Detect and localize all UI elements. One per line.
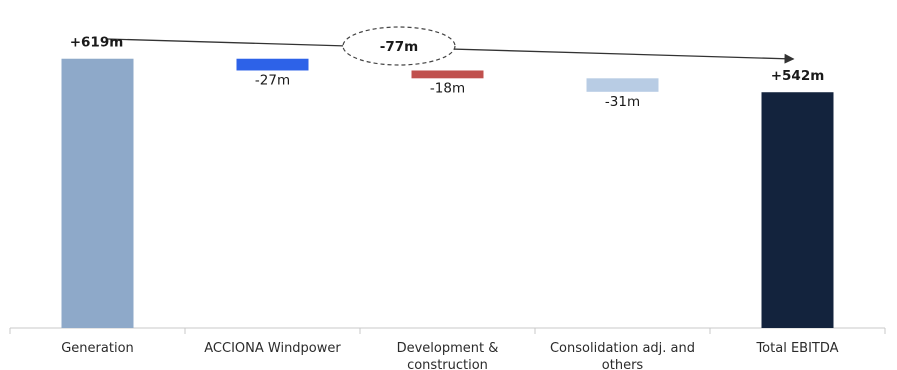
bridge-ellipse bbox=[342, 26, 456, 66]
category-label-0: Generation bbox=[61, 341, 134, 356]
bars-group bbox=[61, 58, 834, 329]
x-axis bbox=[9, 327, 886, 334]
category-label-3: Consolidation adj. and others bbox=[550, 341, 695, 370]
data-label-2: -18m bbox=[430, 80, 465, 96]
data-label-1: -27m bbox=[255, 72, 290, 88]
bar-2 bbox=[411, 70, 484, 79]
labels-group: +619m -27m -18m -31m +542m Generation ACCIONA … bbox=[61, 35, 838, 370]
bar-3 bbox=[586, 78, 659, 92]
category-label-2: Development & construction bbox=[397, 341, 499, 370]
bar-0 bbox=[61, 58, 134, 329]
bar-1 bbox=[236, 58, 309, 71]
category-label-1: ACCIONA Windpower bbox=[204, 341, 341, 356]
data-label-3: -31m bbox=[605, 94, 640, 110]
category-label-4: Total EBITDA bbox=[755, 341, 838, 356]
data-label-0: +619m bbox=[70, 35, 124, 51]
data-label-4: +542m bbox=[771, 68, 825, 84]
bridge-annotation: -77m bbox=[107, 26, 795, 66]
bar-4 bbox=[761, 92, 834, 328]
bridge-label: -77m bbox=[380, 39, 418, 55]
